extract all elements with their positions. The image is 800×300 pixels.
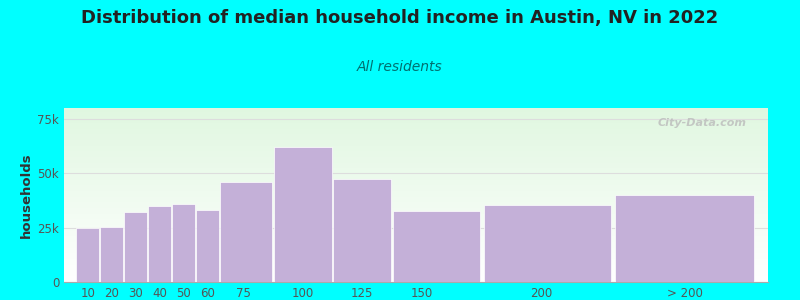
Bar: [100, 226, 123, 282]
Text: Distribution of median household income in Austin, NV in 2022: Distribution of median household income …: [82, 9, 718, 27]
Bar: [394, 211, 480, 282]
Bar: [220, 182, 272, 282]
Bar: [483, 205, 611, 282]
Bar: [124, 212, 147, 282]
Text: All residents: All residents: [357, 60, 443, 74]
Bar: [274, 147, 331, 282]
Bar: [76, 228, 99, 282]
Bar: [615, 195, 754, 282]
Y-axis label: households: households: [20, 152, 34, 238]
Bar: [148, 206, 171, 282]
Bar: [172, 204, 195, 282]
Text: City-Data.com: City-Data.com: [658, 118, 747, 128]
Bar: [334, 179, 391, 282]
Bar: [196, 210, 218, 282]
